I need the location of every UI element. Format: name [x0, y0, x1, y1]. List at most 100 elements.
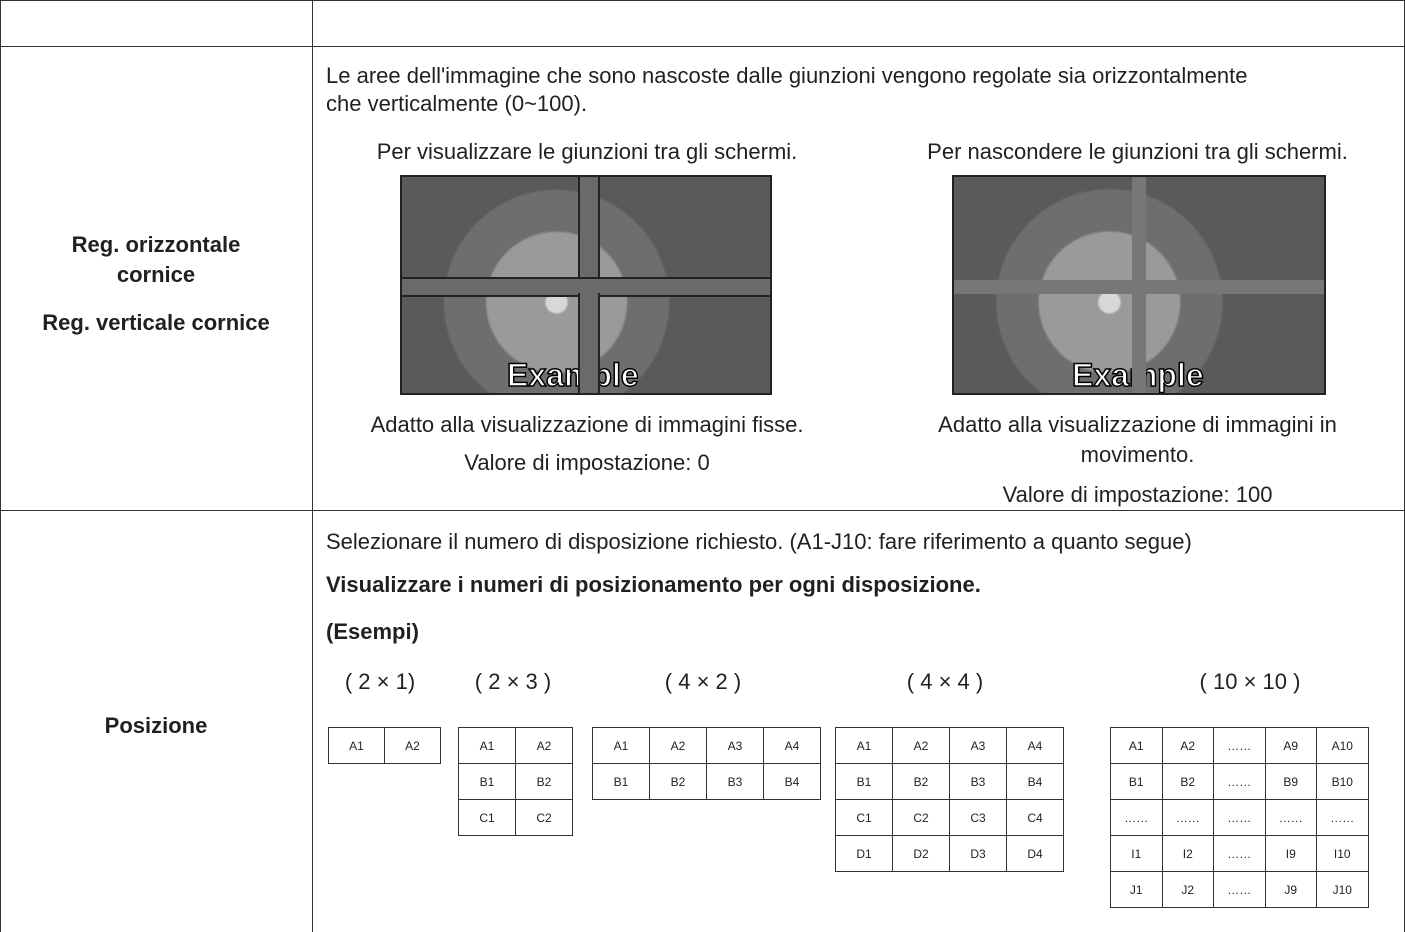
layout-grid: A1 A2 A3 A4 B1 B2 B3 B4: [592, 727, 821, 800]
grid-cell: A1: [328, 727, 385, 764]
grid-cell: ……: [1161, 799, 1214, 836]
grid-cell: B4: [1006, 763, 1064, 800]
grid-cell: A1: [458, 727, 516, 764]
grid-cell: D2: [892, 835, 950, 872]
grid-row: I1 I2…… I9 I10: [1110, 835, 1369, 872]
grid-cell: ……: [1213, 835, 1266, 872]
grid-cell: ……: [1213, 727, 1266, 764]
description: Adatto alla visualizzazione di immagini …: [938, 412, 1337, 467]
grid-row: B1 B2: [458, 763, 573, 800]
grid-cell: A3: [706, 727, 764, 764]
grid-row: A1 A2: [458, 727, 573, 764]
grid-row: B1 B2 B3 B4: [592, 763, 821, 800]
seam: [954, 280, 1324, 294]
seam: [1132, 294, 1146, 393]
grid-cell: B2: [1161, 763, 1214, 800]
item-label: Posizione: [104, 713, 208, 738]
grid-cell: ……: [1316, 799, 1369, 836]
item-label: Reg. orizzontale cornice Reg. verticale …: [0, 230, 312, 338]
description: Adatto alla visualizzazione di immagini …: [370, 412, 804, 437]
intro: Le aree dell'immagine che sono nascoste …: [326, 63, 1248, 116]
caption: Per visualizzare le giunzioni tra gli sc…: [376, 139, 798, 164]
grid-row: A1 A2 A3 A4: [592, 727, 821, 764]
grid-cell: B1: [592, 763, 650, 800]
table-border: [0, 0, 1405, 1]
grid-cell: B3: [706, 763, 764, 800]
grid-cell: C4: [1006, 799, 1064, 836]
image-label: Example: [506, 356, 639, 393]
grid-cell: D1: [835, 835, 893, 872]
grid-cell: A4: [763, 727, 821, 764]
examples-label: (Esempi): [326, 619, 419, 644]
grid-row: B1 B2…… B9 B10: [1110, 763, 1369, 800]
grid-cell: B1: [835, 763, 893, 800]
grid-cell: ……: [1213, 799, 1266, 836]
setting-value: Valore di impostazione: 100: [1002, 482, 1273, 507]
grid-cell: A2: [1161, 727, 1214, 764]
grid-cell: A4: [1006, 727, 1064, 764]
grid-cell: B10: [1316, 763, 1369, 800]
grid-cell: A1: [835, 727, 893, 764]
grid-cell: C1: [458, 799, 516, 836]
layout-grid: A1 A2 B1 B2 C1 C2: [458, 727, 573, 836]
grid-cell: B2: [649, 763, 707, 800]
grid-cell: ……: [1264, 799, 1317, 836]
grid-cell: ……: [1213, 763, 1266, 800]
grid-row: A1 A2…… A9 A10: [1110, 727, 1369, 764]
grid-row: J1 J2…… J9 J10: [1110, 871, 1369, 908]
note: Visualizzare i numeri di posizionamento …: [326, 572, 981, 597]
grid-cell: B2: [515, 763, 573, 800]
table-border: [0, 510, 1405, 511]
grid-cell: J2: [1161, 871, 1214, 908]
grid-row: A1 A2 A3 A4: [835, 727, 1064, 764]
grid-row: A1 A2: [328, 727, 441, 764]
grid-cell: B3: [949, 763, 1007, 800]
layout-label: ( 2 × 1): [344, 669, 416, 694]
grid-cell: A2: [515, 727, 573, 764]
layout-label: ( 4 × 2 ): [664, 669, 742, 694]
grid-row: C1 C2 C3 C4: [835, 799, 1064, 836]
grid-cell: A10: [1316, 727, 1369, 764]
caption: Per nascondere le giunzioni tra gli sche…: [927, 139, 1348, 164]
layout-label: ( 4 × 4 ): [906, 669, 984, 694]
grid-cell: B1: [1110, 763, 1163, 800]
grid-cell: A1: [1110, 727, 1163, 764]
grid-cell: I2: [1161, 835, 1214, 872]
grid-cell: I9: [1264, 835, 1317, 872]
grid-cell: A9: [1264, 727, 1317, 764]
grid-cell: I10: [1316, 835, 1369, 872]
grid-cell: B2: [892, 763, 950, 800]
grid-cell: C2: [515, 799, 573, 836]
example-image: Example: [952, 175, 1326, 395]
layout-label: ( 10 × 10 ): [1199, 669, 1301, 694]
grid-row: D1 D2 D3 D4: [835, 835, 1064, 872]
intro: Selezionare il numero di disposizione ri…: [326, 529, 1192, 554]
setting-value: Valore di impostazione: 0: [464, 450, 710, 475]
grid-cell: J10: [1316, 871, 1369, 908]
grid-cell: D3: [949, 835, 1007, 872]
grid-cell: A2: [384, 727, 441, 764]
grid-cell: C3: [949, 799, 1007, 836]
layout-label: ( 2 × 3 ): [474, 669, 552, 694]
grid-row: C1 C2: [458, 799, 573, 836]
grid-cell: C2: [892, 799, 950, 836]
grid-cell: I1: [1110, 835, 1163, 872]
grid-cell: A2: [649, 727, 707, 764]
table-border: [0, 0, 1, 932]
grid-cell: B4: [763, 763, 821, 800]
example-image: Example: [400, 175, 772, 395]
grid-cell: A3: [949, 727, 1007, 764]
seam: [578, 293, 600, 393]
layout-grid: A1 A2: [328, 727, 441, 764]
grid-cell: A2: [892, 727, 950, 764]
layout-grid: A1 A2 A3 A4 B1 B2 B3 B4 C1 C2 C3 C4 D1 D2 D3 D4: [835, 727, 1064, 872]
grid-row: B1 B2 B3 B4: [835, 763, 1064, 800]
item-line: Reg. orizzontale cornice: [71, 232, 241, 287]
grid-row: …………………………: [1110, 799, 1369, 836]
grid-cell: B9: [1264, 763, 1317, 800]
grid-cell: ……: [1110, 799, 1163, 836]
grid-cell: B1: [458, 763, 516, 800]
grid-cell: D4: [1006, 835, 1064, 872]
grid-cell: J1: [1110, 871, 1163, 908]
